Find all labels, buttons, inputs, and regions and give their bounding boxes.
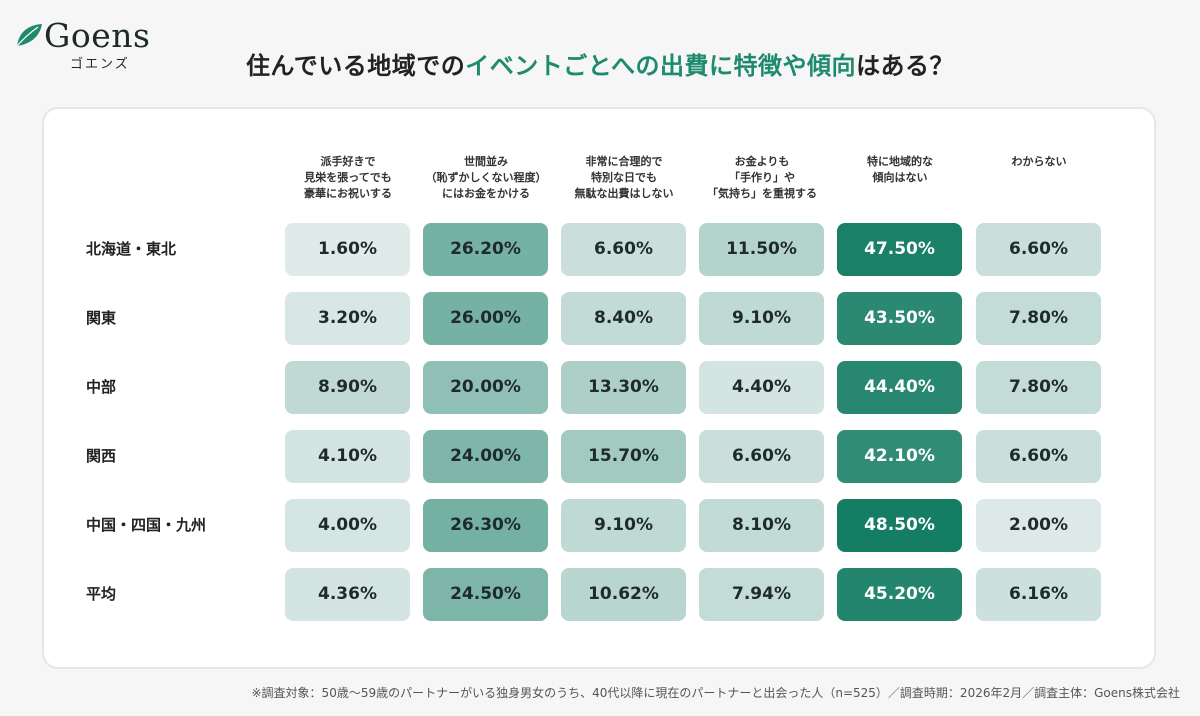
heatmap-cell: 6.16% bbox=[976, 568, 1101, 621]
row-label: 関東 bbox=[86, 309, 117, 327]
footnote: ※調査対象：50歳〜59歳のパートナーがいる独身男女のうち、40代以降に現在のパ… bbox=[251, 686, 1181, 700]
column-header-line: 特別な日でも bbox=[591, 171, 657, 184]
heatmap-cell: 4.10% bbox=[285, 430, 410, 483]
column-header: 非常に合理的で 特別な日でも無駄な出費はしない bbox=[559, 154, 689, 202]
row-label: 関西 bbox=[86, 447, 117, 465]
heatmap-cell: 24.50% bbox=[423, 568, 548, 621]
heatmap-cell: 2.00% bbox=[976, 499, 1101, 552]
column-header: 特に地域的な 傾向はない bbox=[835, 154, 965, 186]
heatmap-cell: 4.36% bbox=[285, 568, 410, 621]
heatmap-cell: 26.30% bbox=[423, 499, 548, 552]
column-header-line: 無駄な出費はしない bbox=[574, 187, 674, 200]
row-label: 中部 bbox=[86, 378, 117, 396]
heatmap-cell: 7.94% bbox=[699, 568, 824, 621]
title-suffix: はある？ bbox=[856, 52, 955, 80]
column-header-line: にはお金をかける bbox=[442, 187, 530, 200]
column-header: お金よりも「手作り」や「気持ち」を重視する bbox=[697, 154, 827, 202]
brand-name: Goens bbox=[44, 16, 151, 55]
column-header-line: 「気持ち」を重視する bbox=[707, 187, 817, 200]
heatmap-cell: 44.40% bbox=[837, 361, 962, 414]
heatmap-cell: 8.40% bbox=[561, 292, 686, 345]
page-title: 住んでいる地域でのイベントごとへの出費に特徴や傾向はある？ bbox=[0, 46, 1200, 81]
heatmap-cell: 45.20% bbox=[837, 568, 962, 621]
column-header-line: 特に地域的な bbox=[867, 155, 933, 168]
heatmap-cell: 11.50% bbox=[699, 223, 824, 276]
column-header: 世間並み （恥ずかしくない程度） にはお金をかける bbox=[421, 154, 551, 202]
heatmap-cell: 47.50% bbox=[837, 223, 962, 276]
heatmap-cell: 24.00% bbox=[423, 430, 548, 483]
heatmap-cell: 1.60% bbox=[285, 223, 410, 276]
heatmap-cell: 10.62% bbox=[561, 568, 686, 621]
heatmap-cell: 8.90% bbox=[285, 361, 410, 414]
heatmap-cell: 42.10% bbox=[837, 430, 962, 483]
column-header-line: 傾向はない bbox=[872, 171, 928, 184]
title-highlight: イベントごとへの出費に特徴や傾向 bbox=[465, 52, 857, 80]
column-header-line: 豪華にお祝いする bbox=[304, 187, 392, 200]
heatmap-cell: 9.10% bbox=[699, 292, 824, 345]
title-prefix: 住んでいる地域での bbox=[245, 52, 466, 80]
heatmap-cell: 9.10% bbox=[561, 499, 686, 552]
chart-card: 派手好きで見栄を張ってでも 豪華にお祝いする 世間並み （恥ずかしくない程度） にはお金… bbox=[42, 107, 1156, 669]
heatmap-cell: 15.70% bbox=[561, 430, 686, 483]
heatmap-cell: 13.30% bbox=[561, 361, 686, 414]
column-header: わからない bbox=[974, 154, 1104, 170]
heatmap-cell: 26.00% bbox=[423, 292, 548, 345]
heatmap-cell: 7.80% bbox=[976, 361, 1101, 414]
row-label: 平均 bbox=[86, 585, 117, 603]
column-header-line: 見栄を張ってでも bbox=[304, 171, 392, 184]
heatmap-cell: 3.20% bbox=[285, 292, 410, 345]
heatmap-cell: 6.60% bbox=[699, 430, 824, 483]
heatmap-cell: 7.80% bbox=[976, 292, 1101, 345]
heatmap-cell: 4.40% bbox=[699, 361, 824, 414]
heatmap-cell: 43.50% bbox=[837, 292, 962, 345]
leaf-icon bbox=[16, 24, 42, 47]
column-header-line: 非常に合理的で bbox=[585, 155, 663, 168]
heatmap-cell: 48.50% bbox=[837, 499, 962, 552]
brand-kana: ゴエンズ bbox=[70, 57, 130, 72]
row-label: 中国・四国・九州 bbox=[86, 516, 207, 534]
column-header-line: （恥ずかしくない程度） bbox=[425, 171, 547, 184]
heatmap-cell: 4.00% bbox=[285, 499, 410, 552]
heatmap-cell: 6.60% bbox=[561, 223, 686, 276]
heatmap-cell: 6.60% bbox=[976, 223, 1101, 276]
column-header: 派手好きで見栄を張ってでも 豪華にお祝いする bbox=[283, 154, 413, 202]
column-header-line: 「手作り」や bbox=[729, 171, 795, 184]
column-header-line: お金よりも bbox=[734, 155, 790, 168]
heatmap-cell: 26.20% bbox=[423, 223, 548, 276]
heatmap-cell: 6.60% bbox=[976, 430, 1101, 483]
column-header-line: 世間並み bbox=[464, 155, 508, 168]
row-label: 北海道・東北 bbox=[86, 240, 177, 258]
column-header-line: わからない bbox=[1011, 155, 1067, 168]
column-header-line: 派手好きで bbox=[320, 155, 376, 168]
heatmap-cell: 20.00% bbox=[423, 361, 548, 414]
brand-logo: Goens ゴエンズ bbox=[14, 16, 164, 78]
heatmap-cell: 8.10% bbox=[699, 499, 824, 552]
